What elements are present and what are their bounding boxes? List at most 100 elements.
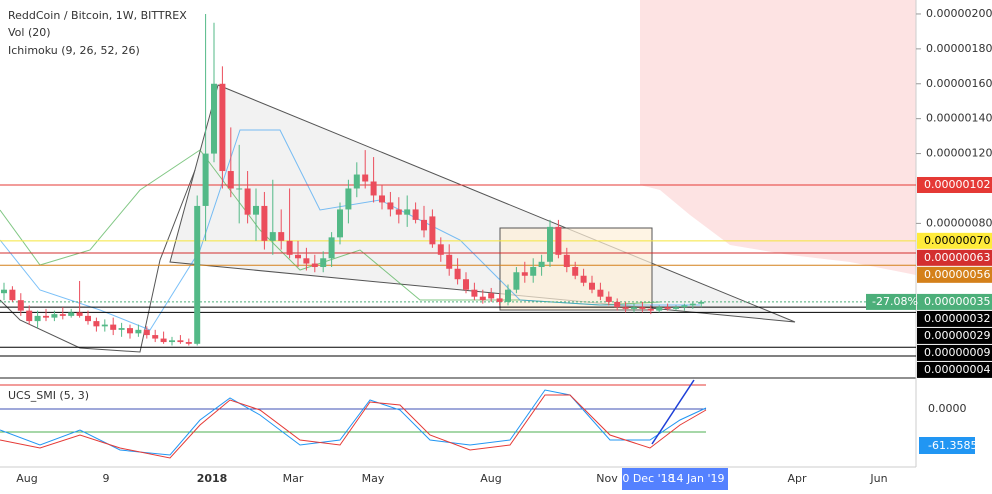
candle-body (463, 279, 469, 290)
candle-body (17, 300, 24, 311)
price-tag-label: 0.00000032 (924, 312, 990, 325)
smi-value-tag (919, 437, 975, 454)
candle-body (269, 232, 276, 241)
candle-body (160, 338, 167, 343)
candle-body (387, 202, 394, 210)
candle-body (505, 289, 511, 302)
price-tag (917, 310, 992, 327)
y-tick-label: 0.00000200 (926, 7, 992, 20)
candle-body (303, 258, 310, 264)
candle-body (689, 303, 696, 306)
candle-body (286, 240, 293, 255)
candle-body (530, 267, 537, 276)
x-tick-label: Apr (787, 472, 807, 485)
candle-body (9, 289, 16, 301)
y-tick-label: 0.00000160 (926, 77, 992, 90)
candle-body (614, 301, 621, 308)
candle-body (563, 254, 570, 268)
smi-value-label: -61.3585 (928, 439, 977, 452)
time-axis (0, 467, 992, 490)
candle-body (496, 298, 503, 302)
candle-body (631, 307, 637, 309)
candle-body (421, 219, 427, 231)
candle-body (547, 226, 553, 262)
price-tag-label: 0.00000063 (924, 251, 990, 264)
candle-body (110, 324, 117, 330)
candle-body (177, 340, 184, 343)
candle-body (219, 83, 226, 172)
candle-body (1, 289, 7, 294)
candle-body (85, 315, 91, 322)
candle-body (328, 237, 335, 259)
x-tick-label: Mar (283, 472, 304, 485)
candle-body (101, 324, 108, 327)
smi-signal (0, 394, 707, 459)
candle-body (26, 310, 33, 322)
candle-body (76, 312, 83, 316)
candle-body (93, 321, 100, 327)
candle-body (118, 328, 125, 330)
candle-body (572, 267, 579, 276)
smi-zero-label: 0.0000 (928, 402, 967, 415)
candle-body (656, 307, 663, 311)
volume-label: Vol (20) (8, 26, 51, 39)
candle-body (513, 272, 520, 290)
x-tick-label: Aug (480, 472, 501, 485)
ichimoku-label: Ichimoku (9, 26, 52, 26) (8, 44, 140, 57)
candle-body (211, 83, 217, 154)
change-tag (866, 293, 916, 310)
price-tag-label: 0.00000009 (924, 346, 990, 359)
candle-body (59, 314, 66, 316)
candle-body (278, 232, 285, 241)
candle-body (202, 153, 209, 206)
price-tag (917, 344, 992, 361)
candle-body (639, 307, 646, 309)
candle-body (454, 268, 461, 280)
candle-body (194, 205, 201, 344)
candle-body (311, 263, 318, 268)
candle-body (68, 312, 75, 316)
change-label: -27.08% (872, 295, 918, 308)
candle-body (589, 282, 595, 290)
smi-title: UCS_SMI (5, 3) (8, 389, 89, 402)
candle-body (127, 328, 133, 334)
candle-body (244, 188, 251, 215)
candle-body (412, 209, 419, 220)
candle-body (295, 254, 301, 259)
candle-body (605, 296, 612, 302)
price-tag (917, 176, 992, 193)
price-tag-label: 0.00000102 (924, 178, 990, 191)
y-tick-label: 0.00000140 (926, 112, 992, 125)
x-tick-label: 9 (103, 472, 110, 485)
candle-body (471, 289, 478, 297)
candle-body (253, 205, 259, 215)
candle-body (446, 254, 453, 269)
y-tick-label: 0.00000120 (926, 147, 992, 160)
candle-body (622, 307, 629, 309)
candle-body (43, 315, 49, 318)
candle-body (337, 209, 343, 238)
range-highlight (622, 468, 728, 490)
candle-body (345, 188, 352, 210)
x-tick-label: Jun (869, 472, 887, 485)
price-tag (917, 293, 992, 310)
candle-body (479, 296, 486, 301)
x-tick-label: May (362, 472, 385, 485)
price-tag (917, 266, 992, 283)
price-tag (917, 232, 992, 249)
candle-body (673, 307, 679, 309)
price-tag-label: 0.00000070 (924, 234, 990, 247)
price-tag-label: 0.00000035 (924, 295, 990, 308)
candle-body (488, 293, 495, 299)
candle-body (227, 171, 234, 189)
candle-body (320, 258, 327, 268)
price-tag-label: 0.00000029 (924, 329, 990, 342)
candle-body (404, 209, 411, 215)
x-tick-label: Aug (16, 472, 37, 485)
range-label: 10 Dec '18 (615, 472, 674, 485)
x-tick-label: Nov (596, 472, 618, 485)
candle-body (698, 301, 705, 304)
candle-body (362, 174, 369, 182)
ichimoku-cloud (640, 0, 916, 275)
price-tag (917, 361, 992, 378)
